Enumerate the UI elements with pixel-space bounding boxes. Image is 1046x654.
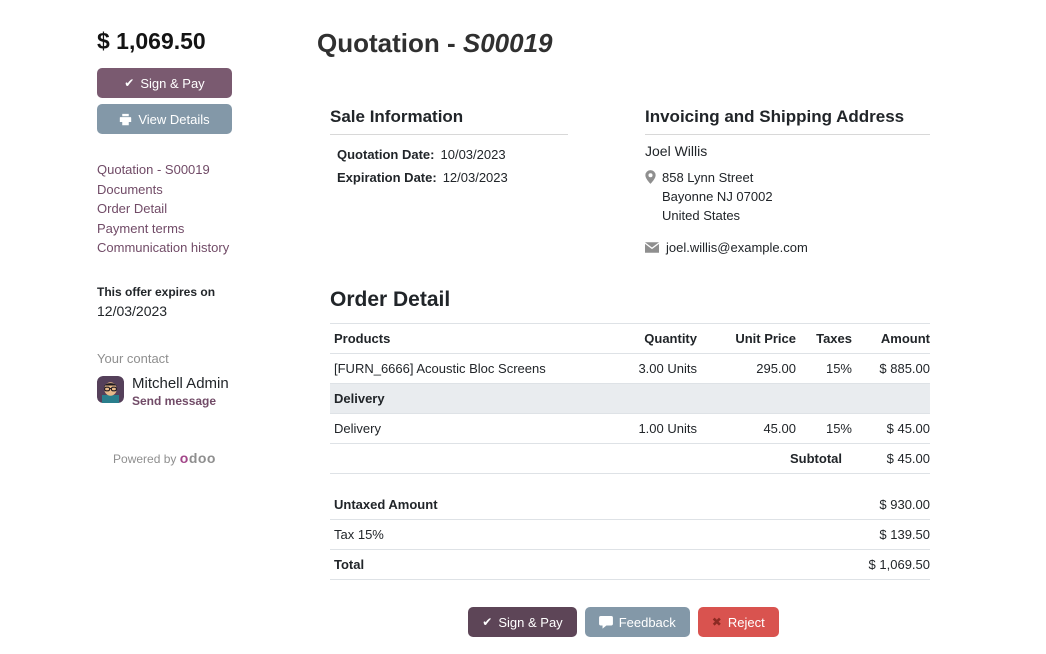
- sign-pay-button-label: Sign & Pay: [140, 75, 205, 91]
- sidebar-link-quotation[interactable]: Quotation - S00019: [97, 162, 210, 177]
- order-table-header-row: Products Quantity Unit Price Taxes Amoun…: [330, 323, 930, 354]
- sidebar-nav: Quotation - S00019 Documents Order Detai…: [97, 160, 232, 258]
- powered-by: Powered by odoo: [97, 450, 232, 466]
- envelope-icon: [645, 242, 659, 253]
- order-section-row: Delivery: [330, 383, 930, 414]
- subtotal-row: Subtotal $ 45.00: [330, 443, 930, 474]
- product-qty: 1.00 Units: [597, 413, 697, 444]
- page-title-prefix: Quotation -: [317, 28, 463, 58]
- customer-email: joel.willis@example.com: [666, 240, 808, 255]
- view-details-button-label: View Details: [138, 111, 210, 127]
- expiration-date-row: Expiration Date: 12/03/2023: [330, 166, 568, 189]
- expiration-date-value: 12/03/2023: [442, 170, 508, 185]
- avatar: [97, 375, 124, 403]
- col-quantity: Quantity: [597, 323, 697, 354]
- tax-value: $ 139.50: [702, 519, 930, 550]
- section-name: Delivery: [330, 383, 930, 414]
- address-street: 858 Lynn Street: [662, 170, 754, 185]
- footer-sign-pay-label: Sign & Pay: [498, 614, 563, 630]
- tax-row: Tax 15% $ 139.50: [330, 519, 930, 550]
- sidebar-link-documents[interactable]: Documents: [97, 181, 163, 197]
- total-label: Total: [330, 549, 703, 580]
- send-message-link[interactable]: Send message: [132, 393, 217, 408]
- close-icon: ✖: [711, 615, 722, 629]
- main-content: Quotation - S00019 Sale Information Quot…: [317, 26, 930, 580]
- sale-information-heading: Sale Information: [330, 107, 568, 135]
- subtotal-label: Subtotal: [330, 443, 852, 474]
- sidebar-link-communication-history[interactable]: Communication history: [97, 240, 230, 255]
- product-name: [FURN_6666] Acoustic Bloc Screens: [330, 353, 597, 384]
- product-amount: $ 45.00: [852, 413, 930, 444]
- order-detail-heading: Order Detail: [330, 288, 451, 311]
- col-unit-price: Unit Price: [697, 323, 796, 354]
- order-line-row: Delivery 1.00 Units 45.00 15% $ 45.00: [330, 413, 930, 444]
- product-taxes: 15%: [796, 353, 852, 384]
- tax-label: Tax 15%: [330, 519, 703, 550]
- speech-bubble-icon: [598, 615, 613, 629]
- total-row: Total $ 1,069.50: [330, 549, 930, 580]
- quotation-reference: S00019: [462, 28, 553, 58]
- untaxed-amount-value: $ 930.00: [702, 490, 930, 520]
- contact-name: Mitchell Admin: [132, 374, 229, 392]
- invoicing-shipping-section: Invoicing and Shipping Address Joel Will…: [645, 107, 930, 255]
- subtotal-amount: $ 45.00: [852, 443, 930, 474]
- quotation-date-row: Quotation Date: 10/03/2023: [330, 143, 568, 166]
- expiration-date-label: Expiration Date:: [337, 170, 437, 185]
- footer-sign-pay-button[interactable]: ✔ Sign & Pay: [468, 607, 577, 637]
- feedback-button[interactable]: Feedback: [584, 607, 690, 637]
- total-value: $ 1,069.50: [702, 549, 930, 580]
- customer-address: 858 Lynn Street Bayonne NJ 07002 United …: [662, 168, 773, 225]
- sidebar-link-payment-terms[interactable]: Payment terms: [97, 220, 185, 236]
- offer-expiry-label: This offer expires on: [97, 284, 216, 299]
- order-lines-table: Products Quantity Unit Price Taxes Amoun…: [330, 323, 930, 474]
- order-line-row: [FURN_6666] Acoustic Bloc Screens 3.00 U…: [330, 353, 930, 384]
- sidebar: $ 1,069.50 ✔ Sign & Pay View Details Quo…: [97, 28, 232, 466]
- address-city: Bayonne NJ 07002: [662, 189, 773, 204]
- quotation-date-label: Quotation Date:: [337, 147, 435, 162]
- footer-actions: ✔ Sign & Pay Feedback ✖ Reject: [317, 607, 930, 637]
- contact-card: Mitchell Admin Send message: [97, 374, 232, 408]
- customer-name: Joel Willis: [645, 143, 708, 159]
- product-unit-price: 295.00: [697, 353, 796, 384]
- amount-due: $ 1,069.50: [97, 28, 206, 54]
- address-country: United States: [662, 208, 741, 223]
- check-icon: ✔: [124, 76, 135, 90]
- powered-by-label: Powered by: [113, 451, 177, 466]
- view-details-button[interactable]: View Details: [97, 104, 232, 134]
- reject-button-label: Reject: [727, 614, 765, 630]
- untaxed-amount-row: Untaxed Amount $ 930.00: [330, 490, 930, 520]
- product-name: Delivery: [330, 413, 597, 444]
- product-qty: 3.00 Units: [597, 353, 697, 384]
- sidebar-link-order-detail[interactable]: Order Detail: [97, 201, 168, 216]
- product-amount: $ 885.00: [852, 353, 930, 384]
- col-taxes: Taxes: [796, 323, 852, 354]
- map-pin-icon: [645, 170, 656, 225]
- odoo-logo[interactable]: odoo: [179, 449, 216, 466]
- reject-button[interactable]: ✖ Reject: [697, 607, 779, 637]
- check-icon: ✔: [482, 615, 493, 629]
- sale-information-section: Sale Information Quotation Date: 10/03/2…: [330, 107, 568, 255]
- printer-icon: [119, 113, 132, 126]
- col-products: Products: [330, 323, 597, 354]
- invoicing-shipping-heading: Invoicing and Shipping Address: [645, 107, 930, 135]
- untaxed-amount-label: Untaxed Amount: [330, 490, 703, 520]
- product-unit-price: 45.00: [697, 413, 796, 444]
- offer-expiry-date: 12/03/2023: [97, 302, 168, 319]
- your-contact-label: Your contact: [97, 350, 169, 366]
- col-amount: Amount: [852, 323, 930, 354]
- sign-pay-button[interactable]: ✔ Sign & Pay: [97, 68, 232, 98]
- feedback-button-label: Feedback: [618, 614, 676, 630]
- totals-table: Untaxed Amount $ 930.00 Tax 15% $ 139.50…: [330, 490, 930, 580]
- offer-expiry: This offer expires on 12/03/2023: [97, 285, 232, 319]
- product-taxes: 15%: [796, 413, 852, 444]
- quotation-date-value: 10/03/2023: [440, 147, 506, 162]
- page-title: Quotation - S00019: [317, 26, 930, 60]
